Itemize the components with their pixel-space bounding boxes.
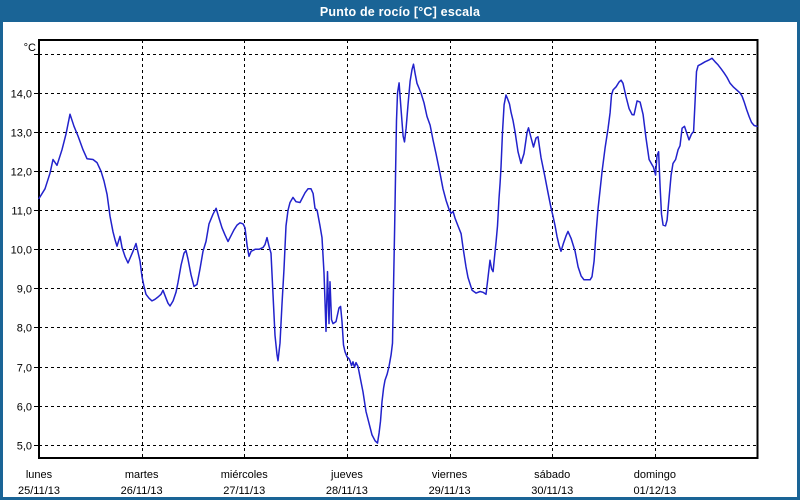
x-day-name-label: martes — [125, 469, 159, 481]
x-day-name-label: lunes — [26, 469, 53, 481]
y-axis-unit-label: °C — [24, 42, 36, 54]
x-day-date-label: 25/11/13 — [18, 485, 60, 497]
y-tick-label: 10,0 — [11, 245, 32, 257]
x-day-date-label: 26/11/13 — [121, 485, 163, 497]
x-day-date-label: 01/12/13 — [633, 485, 676, 497]
y-tick-label: 8,0 — [17, 323, 32, 335]
y-tick-label: 12,0 — [11, 167, 32, 179]
x-day-name-label: sábado — [534, 469, 570, 481]
y-tick-label: 6,0 — [17, 402, 32, 414]
chart-canvas: 14,0 13,0 12,0 11,0 10,0 9,0 8,0 7,0 6,0 5,0 °C lun… — [11, 39, 759, 497]
x-day-date-label: 27/11/13 — [223, 485, 265, 497]
x-day-name-label: miércoles — [221, 469, 269, 481]
y-tick-label: 5,0 — [17, 441, 32, 453]
plot-border — [38, 39, 759, 459]
y-tick-label: 14,0 — [11, 89, 32, 101]
y-tick-label: 11,0 — [11, 206, 32, 218]
x-day-name-label: domingo — [634, 469, 676, 481]
window-title: Punto de rocío [°C] escala — [319, 5, 481, 19]
x-day-name-label: viernes — [432, 469, 468, 481]
dewpoint-series-line — [38, 57, 758, 444]
y-tick-label: 9,0 — [17, 284, 32, 296]
title-bar: Punto de rocío [°C] escala — [3, 3, 797, 22]
y-tick-label: 7,0 — [17, 363, 32, 375]
x-day-name-label: jueves — [330, 469, 363, 481]
x-day-date-label: 30/11/13 — [531, 485, 573, 497]
x-day-date-label: 29/11/13 — [429, 485, 471, 497]
y-tick-label: 13,0 — [11, 128, 32, 140]
chart-area: 14,0 13,0 12,0 11,0 10,0 9,0 8,0 7,0 6,0 5,0 °C lun… — [3, 22, 797, 497]
x-day-date-label: 28/11/13 — [326, 485, 368, 497]
